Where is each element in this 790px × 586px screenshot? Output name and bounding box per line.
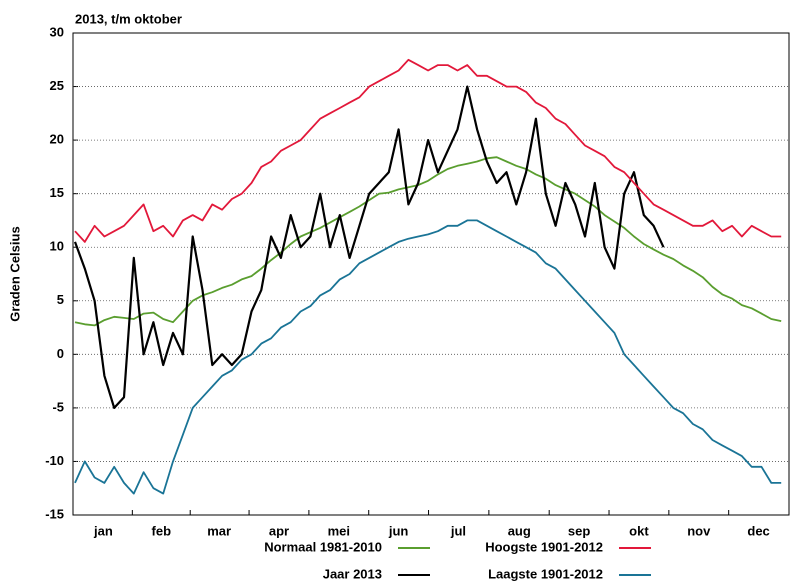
legend-label: Normaal 1981-2010 <box>264 539 382 554</box>
series-line <box>74 58 782 243</box>
y-tick-label: -10 <box>45 453 64 468</box>
y-tick-label: 30 <box>50 24 64 39</box>
series-line <box>74 156 782 327</box>
x-tick-label: aug <box>508 523 531 538</box>
y-axis-label: Graden Celsius <box>7 226 22 321</box>
x-tick-label: mar <box>207 523 231 538</box>
x-tick-label: nov <box>687 523 711 538</box>
legend-label: Jaar 2013 <box>323 566 382 581</box>
x-tick-label: jan <box>93 523 113 538</box>
y-tick-label: 0 <box>57 346 64 361</box>
legend-label: Hoogste 1901-2012 <box>485 539 603 554</box>
x-tick-label: sep <box>568 523 590 538</box>
y-tick-label: 5 <box>57 292 64 307</box>
chart-title: 2013, t/m oktober <box>75 11 182 26</box>
x-tick-label: jul <box>450 523 466 538</box>
x-tick-label: dec <box>747 523 769 538</box>
y-tick-label: -15 <box>45 506 64 521</box>
x-tick-label: jun <box>388 523 409 538</box>
x-tick-label: feb <box>152 523 172 538</box>
y-tick-label: 25 <box>50 78 64 93</box>
x-tick-label: mei <box>328 523 350 538</box>
x-tick-label: apr <box>269 523 289 538</box>
y-tick-label: 20 <box>50 132 64 147</box>
plot-frame <box>72 32 790 516</box>
series-line <box>74 219 782 495</box>
y-tick-label: -5 <box>52 399 64 414</box>
x-tick-label: okt <box>629 523 649 538</box>
y-tick-label: 10 <box>50 239 64 254</box>
series-line <box>73 85 665 409</box>
legend-label: Laagste 1901-2012 <box>488 566 603 581</box>
y-tick-label: 15 <box>50 185 64 200</box>
